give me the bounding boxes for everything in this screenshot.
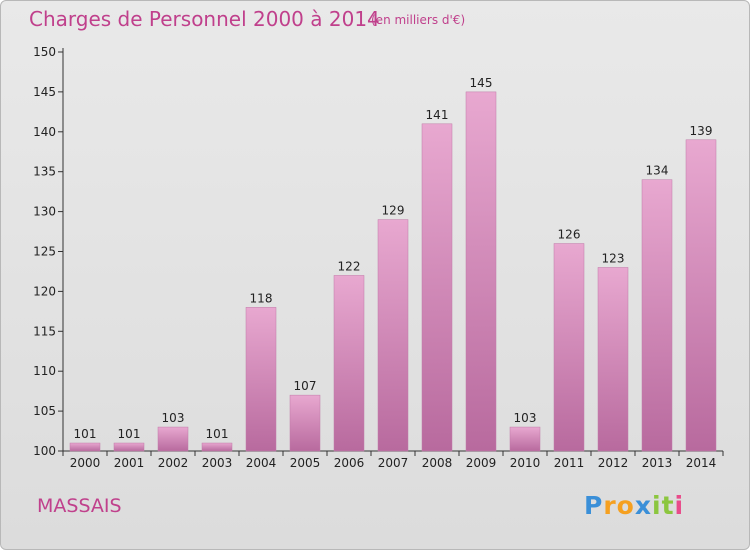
x-tick-label: 2005	[290, 456, 321, 470]
x-tick-label: 2011	[554, 456, 585, 470]
data-label: 118	[250, 291, 273, 305]
commune-name: MASSAIS	[37, 495, 122, 517]
bar	[509, 426, 541, 452]
data-label: 101	[206, 427, 229, 441]
bar	[69, 442, 101, 452]
bar	[333, 275, 365, 452]
logo-letter: i	[652, 491, 662, 520]
y-tick-label: 130	[33, 205, 56, 219]
y-axis: 100 105 110 115 120 125 130 135 140 145 150	[33, 45, 64, 458]
x-tick-label: 2001	[114, 456, 145, 470]
logo-letter: t	[661, 491, 675, 520]
bar	[113, 442, 145, 452]
y-tick-label: 105	[33, 404, 56, 418]
data-label: 101	[74, 427, 97, 441]
x-tick-label: 2010	[510, 456, 541, 470]
y-tick-label: 115	[33, 324, 56, 338]
x-tick-label: 2000	[70, 456, 101, 470]
y-tick-label: 110	[33, 364, 56, 378]
y-tick-label: 150	[33, 45, 56, 59]
y-tick-label: 140	[33, 125, 56, 139]
x-tick-label: 2014	[686, 456, 717, 470]
data-label: 103	[514, 411, 537, 425]
bar	[597, 267, 629, 452]
y-tick-label: 100	[33, 444, 56, 458]
x-tick-label: 2013	[642, 456, 673, 470]
data-label: 101	[118, 427, 141, 441]
data-label: 123	[602, 251, 625, 265]
bar	[553, 243, 585, 452]
x-tick-label: 2004	[246, 456, 277, 470]
x-tick-label: 2003	[202, 456, 233, 470]
bar	[377, 219, 409, 452]
logo-letter: x	[634, 491, 652, 520]
data-label: 103	[162, 411, 185, 425]
x-tick-label: 2008	[422, 456, 453, 470]
data-label: 134	[646, 164, 669, 178]
bar	[289, 394, 321, 452]
x-tick-label: 2009	[466, 456, 497, 470]
data-label: 122	[338, 259, 361, 273]
chart-subtitle: (en milliers d'€)	[371, 13, 466, 27]
x-axis: 2000 2001 2002 2003 2004 2005 2006 2007 2008 2009…	[62, 450, 724, 470]
bars	[69, 91, 717, 452]
logo-letter: o	[616, 491, 635, 520]
logo-letter: P	[584, 491, 604, 520]
y-tick-label: 120	[33, 284, 56, 298]
chart-title: Charges de Personnel 2000 à 2014	[29, 7, 380, 31]
data-label: 129	[382, 204, 405, 218]
data-label: 141	[426, 108, 449, 122]
x-tick-label: 2007	[378, 456, 409, 470]
data-label: 145	[470, 76, 493, 90]
bar	[685, 139, 717, 452]
bar	[641, 179, 673, 452]
data-label: 126	[558, 228, 581, 242]
x-tick-label: 2006	[334, 456, 365, 470]
y-tick-label: 135	[33, 165, 56, 179]
x-tick-label: 2002	[158, 456, 189, 470]
data-labels: 101 101 103 101 118 107 122 129 141 145 103 126 123 1…	[74, 76, 713, 441]
data-label: 139	[690, 124, 713, 138]
proxiti-logo[interactable]: Proxiti	[584, 491, 684, 520]
logo-letter: i	[674, 491, 685, 520]
x-tick-label: 2012	[598, 456, 629, 470]
logo-letter: r	[603, 491, 617, 520]
data-label: 107	[294, 379, 317, 393]
bar	[201, 442, 233, 452]
bar	[421, 123, 453, 452]
y-tick-label: 125	[33, 245, 56, 259]
bar	[157, 426, 189, 452]
bar	[245, 307, 277, 452]
bar	[465, 91, 497, 452]
y-tick-label: 145	[33, 85, 56, 99]
